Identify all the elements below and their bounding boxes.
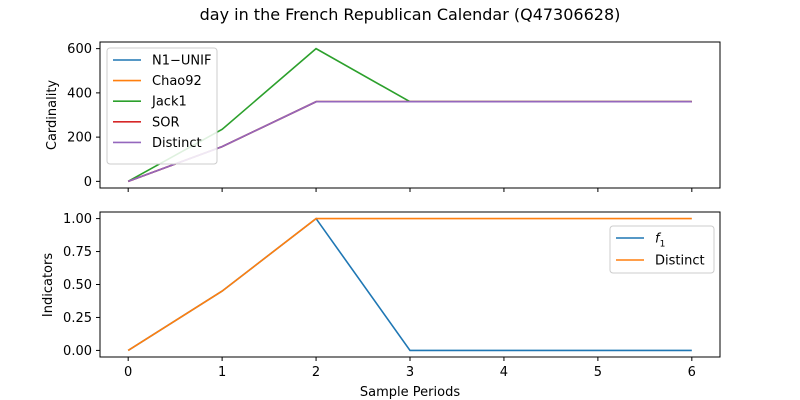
indicators-legend: f1 Distinct bbox=[609, 225, 715, 274]
indicators-y-ticks: 0.00 0.25 0.50 0.75 1.00 bbox=[63, 212, 100, 359]
cardinality-series-line-distinct bbox=[127, 100, 692, 183]
indicators-x-tick-label-0: 0 bbox=[124, 365, 132, 380]
cardinality-y-tick-label-2: 400 bbox=[67, 86, 92, 101]
indicators-y-tick-label-4: 1.00 bbox=[63, 212, 92, 227]
indicators-x-tick-label-5: 5 bbox=[594, 365, 602, 380]
indicators-y-tick-label-2: 0.50 bbox=[63, 278, 92, 293]
cardinality-y-tick-label-1: 200 bbox=[67, 131, 92, 146]
cardinality-legend-label-jack1: Jack1 bbox=[151, 95, 187, 110]
indicators-legend-label-f1: f1 bbox=[655, 232, 665, 250]
indicators-y-axis-label: Indicators bbox=[41, 253, 56, 317]
cardinality-y-axis-label: Cardinality bbox=[45, 80, 60, 151]
cardinality-legend: N1−UNIF Chao92 Jack1 SOR Distinct bbox=[106, 47, 218, 165]
cardinality-panel: 0 200 400 600 Cardinality N1−UNIF Chao92 Jack… bbox=[45, 41, 721, 192]
cardinality-x-ticks bbox=[127, 188, 693, 192]
cardinality-series-group bbox=[127, 47, 692, 183]
x-axis-label: Sample Periods bbox=[360, 385, 460, 400]
indicators-x-tick-label-1: 1 bbox=[218, 365, 226, 380]
cardinality-legend-label-sor: SOR bbox=[152, 115, 180, 130]
indicators-y-tick-label-0: 0.00 bbox=[63, 344, 92, 359]
indicators-x-tick-label-3: 3 bbox=[406, 365, 414, 380]
indicators-y-tick-label-3: 0.75 bbox=[63, 245, 92, 260]
indicators-series-line-distinct bbox=[127, 217, 692, 352]
indicators-x-tick-label-2: 2 bbox=[312, 365, 320, 380]
indicators-x-tick-label-4: 4 bbox=[500, 365, 508, 380]
indicators-x-ticks: 0 1 2 3 4 5 6 bbox=[124, 357, 696, 380]
indicators-y-tick-label-1: 0.25 bbox=[63, 311, 92, 326]
chart-title: day in the French Republican Calendar (Q… bbox=[200, 5, 621, 24]
indicators-series-group bbox=[127, 217, 692, 352]
cardinality-y-tick-label-3: 600 bbox=[67, 42, 92, 57]
cardinality-legend-label-distinct: Distinct bbox=[152, 136, 202, 151]
cardinality-legend-label-n1-unif: N1−UNIF bbox=[152, 54, 211, 69]
indicators-legend-label-distinct: Distinct bbox=[655, 254, 705, 269]
indicators-x-tick-label-6: 6 bbox=[688, 365, 696, 380]
cardinality-legend-box bbox=[106, 47, 218, 165]
cardinality-y-tick-label-0: 0 bbox=[84, 175, 92, 190]
cardinality-y-ticks: 0 200 400 600 bbox=[67, 42, 100, 190]
cardinality-legend-label-chao92: Chao92 bbox=[152, 74, 202, 89]
